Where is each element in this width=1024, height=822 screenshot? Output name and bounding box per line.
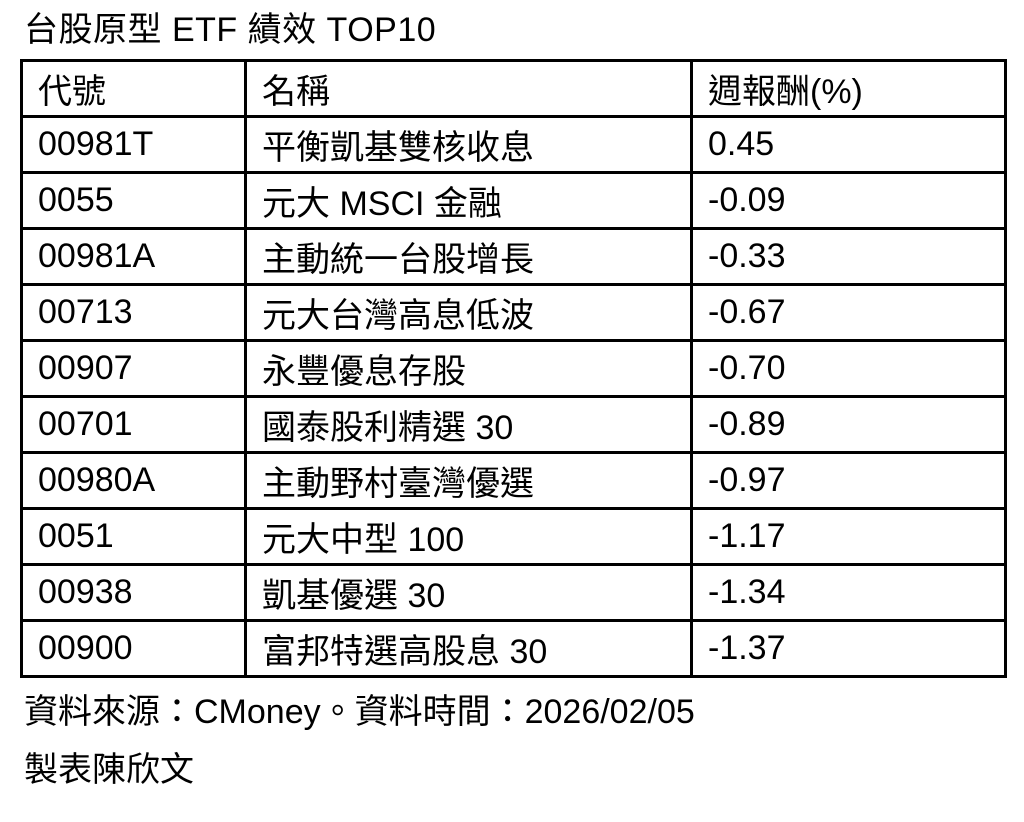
name-cell: 主動野村臺灣優選 bbox=[244, 451, 693, 510]
name-cell: 永豐優息存股 bbox=[244, 339, 693, 398]
code-cell: 00981A bbox=[20, 227, 247, 286]
code-cell: 00701 bbox=[20, 395, 247, 454]
return-cell: -0.89 bbox=[690, 395, 1007, 454]
code-cell: 00980A bbox=[20, 451, 247, 510]
table-row: 00981A 主動統一台股增長 -0.33 bbox=[20, 227, 1007, 286]
return-cell: 0.45 bbox=[690, 115, 1007, 174]
header-row: 代號 名稱 週報酬(%) bbox=[20, 59, 1007, 118]
return-cell: -0.67 bbox=[690, 283, 1007, 342]
name-cell: 凱基優選 30 bbox=[244, 563, 693, 622]
return-cell: -0.70 bbox=[690, 339, 1007, 398]
table-row: 0055 元大 MSCI 金融 -0.09 bbox=[20, 171, 1007, 230]
data-source-line: 資料來源：CMoney。資料時間：2026/02/05 bbox=[24, 693, 695, 731]
name-cell: 元大中型 100 bbox=[244, 507, 693, 566]
return-cell: -0.09 bbox=[690, 171, 1007, 230]
code-cell: 00907 bbox=[20, 339, 247, 398]
table-row: 00938 凱基優選 30 -1.34 bbox=[20, 563, 1007, 622]
etf-table-body: 00981T 平衡凱基雙核收息 0.45 0055 元大 MSCI 金融 -0.09 009… bbox=[20, 115, 1007, 678]
name-cell: 國泰股利精選 30 bbox=[244, 395, 693, 454]
table-row: 00701 國泰股利精選 30 -0.89 bbox=[20, 395, 1007, 454]
page-title: 台股原型 ETF 績效 TOP10 bbox=[24, 11, 437, 49]
table-row: 00980A 主動野村臺灣優選 -0.97 bbox=[20, 451, 1007, 510]
return-cell: -1.17 bbox=[690, 507, 1007, 566]
header-name: 名稱 bbox=[244, 59, 693, 118]
name-cell: 主動統一台股增長 bbox=[244, 227, 693, 286]
table-row: 00981T 平衡凱基雙核收息 0.45 bbox=[20, 115, 1007, 174]
header-weekly-return: 週報酬(%) bbox=[690, 59, 1007, 118]
name-cell: 富邦特選高股息 30 bbox=[244, 619, 693, 678]
header-code: 代號 bbox=[20, 59, 247, 118]
table-row: 0051 元大中型 100 -1.17 bbox=[20, 507, 1007, 566]
code-cell: 00900 bbox=[20, 619, 247, 678]
code-cell: 00981T bbox=[20, 115, 247, 174]
etf-performance-table: 代號 名稱 週報酬(%) 00981T 平衡凱基雙核收息 0.45 0055 元大 MS… bbox=[20, 59, 1007, 678]
code-cell: 0055 bbox=[20, 171, 247, 230]
name-cell: 元大台灣高息低波 bbox=[244, 283, 693, 342]
table-row: 00713 元大台灣高息低波 -0.67 bbox=[20, 283, 1007, 342]
code-cell: 0051 bbox=[20, 507, 247, 566]
return-cell: -0.97 bbox=[690, 451, 1007, 510]
return-cell: -0.33 bbox=[690, 227, 1007, 286]
return-cell: -1.37 bbox=[690, 619, 1007, 678]
credit-line: 製表陳欣文 bbox=[24, 751, 194, 789]
table-row: 00900 富邦特選高股息 30 -1.37 bbox=[20, 619, 1007, 678]
name-cell: 平衡凱基雙核收息 bbox=[244, 115, 693, 174]
code-cell: 00713 bbox=[20, 283, 247, 342]
return-cell: -1.34 bbox=[690, 563, 1007, 622]
table-header: 代號 名稱 週報酬(%) bbox=[20, 59, 1007, 118]
code-cell: 00938 bbox=[20, 563, 247, 622]
name-cell: 元大 MSCI 金融 bbox=[244, 171, 693, 230]
table-row: 00907 永豐優息存股 -0.70 bbox=[20, 339, 1007, 398]
